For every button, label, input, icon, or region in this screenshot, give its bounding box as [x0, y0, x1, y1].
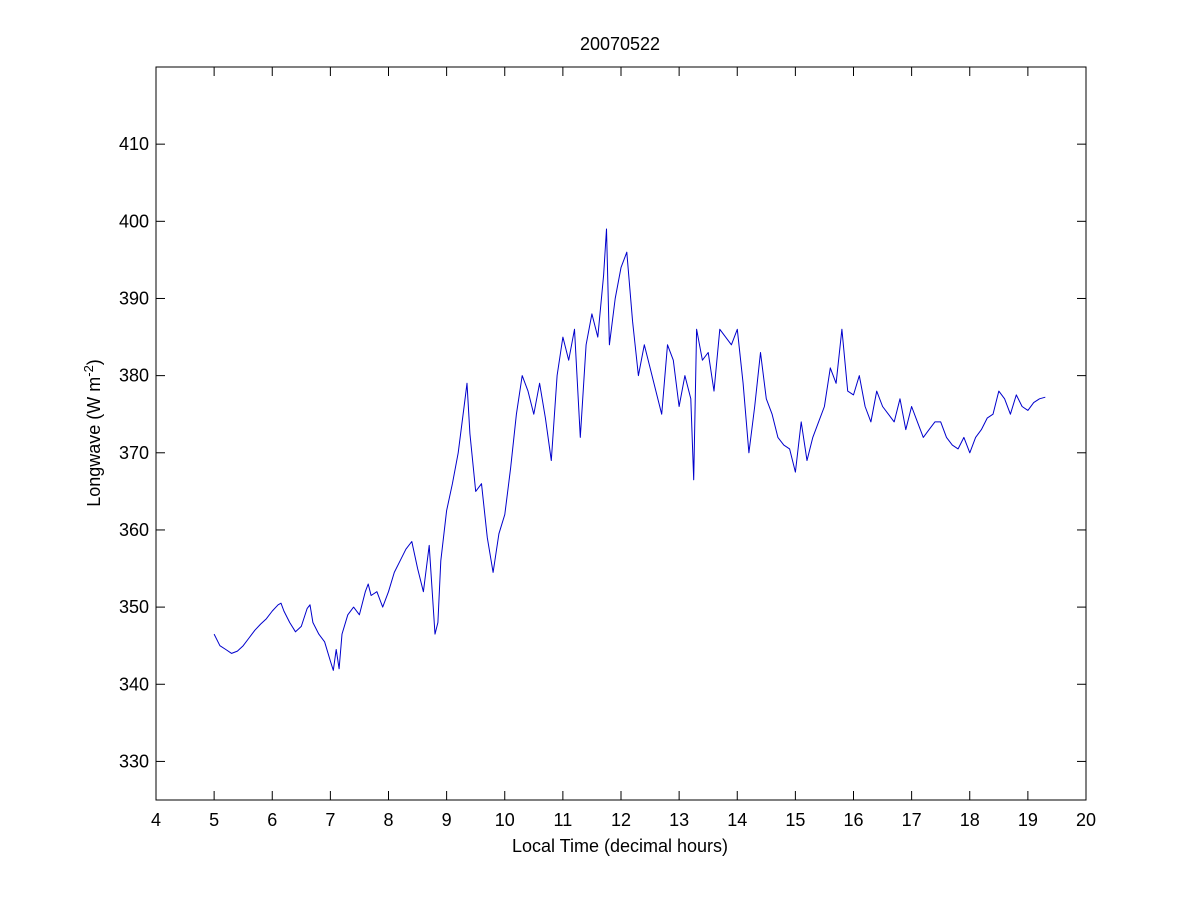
x-tick-label: 7: [325, 810, 335, 830]
x-tick-label: 20: [1076, 810, 1096, 830]
x-tick-label: 13: [669, 810, 689, 830]
y-tick-label: 340: [119, 674, 149, 694]
x-tick-label: 16: [843, 810, 863, 830]
x-tick-label: 10: [495, 810, 515, 830]
x-tick-label: 5: [209, 810, 219, 830]
x-tick-label: 17: [902, 810, 922, 830]
x-tick-label: 18: [960, 810, 980, 830]
x-tick-label: 15: [785, 810, 805, 830]
y-tick-label: 350: [119, 597, 149, 617]
y-axis-label-prefix: Longwave (W m: [84, 377, 104, 507]
chart-title: 20070522: [580, 34, 660, 54]
y-tick-label: 330: [119, 751, 149, 771]
x-tick-label: 6: [267, 810, 277, 830]
x-tick-label: 4: [151, 810, 161, 830]
x-tick-label: 11: [554, 810, 573, 830]
y-tick-label: 400: [119, 211, 149, 231]
x-tick-label: 19: [1018, 810, 1038, 830]
series-line-1: [213, 228, 1046, 671]
y-tick-label: 380: [119, 366, 149, 386]
x-tick-label: 9: [442, 810, 452, 830]
y-tick-label: 360: [119, 520, 149, 540]
y-tick-label: 410: [119, 134, 149, 154]
y-axis-label: Longwave (W m-2): [81, 359, 105, 507]
x-tick-label: 14: [727, 810, 747, 830]
y-tick-label: 370: [119, 443, 149, 463]
plot-area: 4 5 6 7 8 9 10 11 12 13 14 15 16 17 18 19 20 330 340 350 360…: [119, 66, 1096, 830]
y-tick-label: 390: [119, 288, 149, 308]
y-axis-label-suffix: ): [84, 359, 104, 365]
y-axis-label-superscript: -2: [81, 365, 96, 377]
x-tick-label: 8: [383, 810, 393, 830]
x-axis-label: Local Time (decimal hours): [512, 836, 728, 856]
x-tick-label: 12: [611, 810, 631, 830]
